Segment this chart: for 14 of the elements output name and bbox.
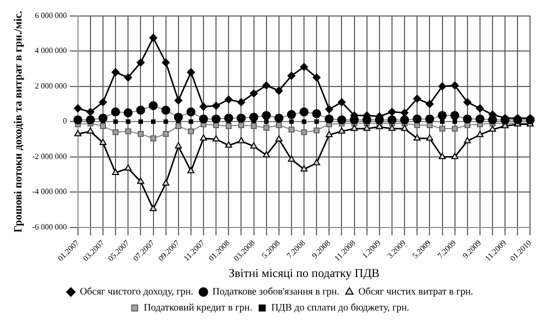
y-tick-label: 4 000 000 [34,46,67,56]
y-tick-label: 2 000 000 [34,81,67,90]
y-tick-label: 0 [62,116,67,126]
legend-label: Обсяг чистого доходу, грн. [80,286,194,298]
y-tick-label: -2 000 000 [32,152,67,161]
legend-label: Обсяг чистих витрат в грн. [358,286,474,298]
y-tick-label: -6 000 000 [32,222,67,232]
y-tick-label: -4 000 000 [32,187,67,196]
legend-label: ПДВ до сплати до бюджету, грн. [271,302,410,314]
legend-label: Податкове зобов'язання в грн. [212,286,340,298]
legend-label: Податковий кредит в грн. [144,302,252,314]
y-axis-title: Грошові потоки доходів та витрат в грн./міс. [12,10,24,232]
x-axis-title: Звітні місяці по податку ПДВ [228,266,380,280]
y-tick-label: 6 000 000 [34,10,67,20]
